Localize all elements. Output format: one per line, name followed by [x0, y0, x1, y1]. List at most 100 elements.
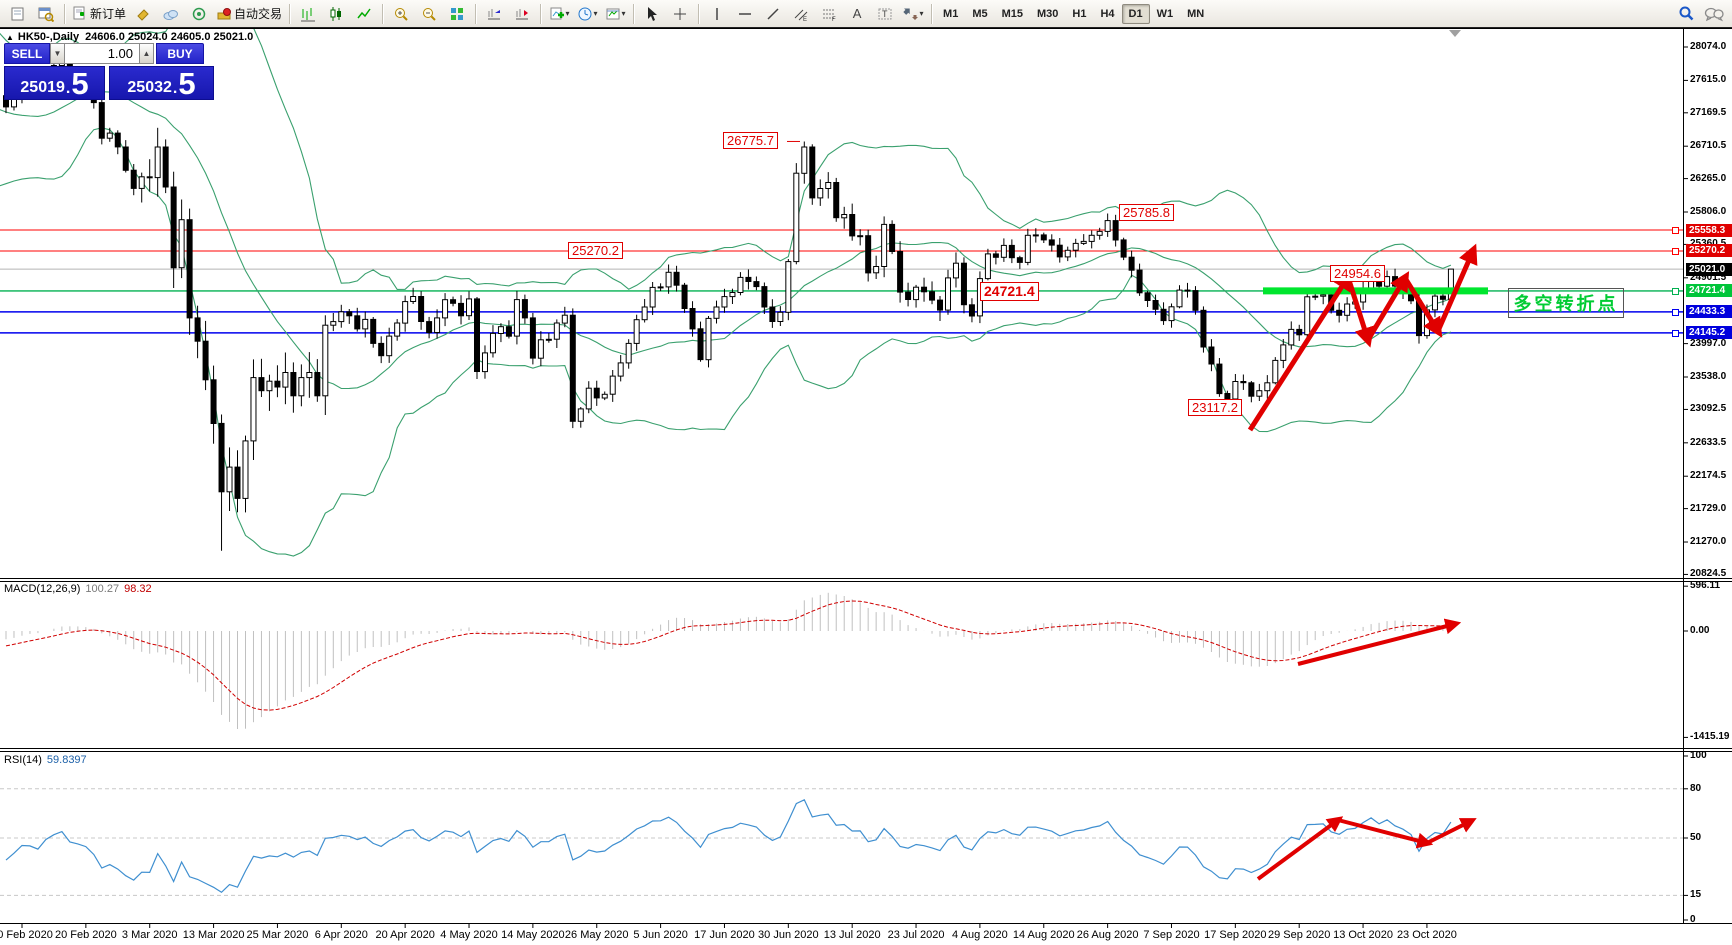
lot-decrease-button[interactable]: ▼ [50, 43, 65, 64]
trade-buttons-row: SELL ▼ 1.00 ▲ BUY [4, 43, 216, 64]
rsi-value: 59.8397 [46, 754, 87, 766]
bar-chart-button[interactable] [294, 2, 322, 26]
line-handle[interactable] [1672, 329, 1679, 337]
timeframe-m30[interactable]: M30 [1037, 7, 1059, 20]
price-axis-tick: 20824.5 [1690, 568, 1727, 580]
price-text-label[interactable]: 26775.7 [723, 132, 778, 150]
text-tool-button[interactable]: A [852, 6, 862, 21]
rsi-pane-label: RSI(14) 59.8397 [4, 754, 87, 766]
symbol-period-label: HK50-,Daily [17, 31, 80, 43]
line-handle[interactable] [1672, 287, 1679, 295]
buy-quote-panel[interactable]: 25032. 5 [109, 66, 214, 100]
chart-shift-icon [516, 8, 529, 19]
arrows-tool-button[interactable]: ▾ [899, 2, 927, 26]
zoom-out-button[interactable] [415, 2, 443, 26]
crosshair-icon [674, 7, 687, 20]
date-axis-label: 13 Mar 2020 [182, 929, 245, 941]
timeframe-h4[interactable]: H4 [1100, 7, 1115, 20]
new-order-button[interactable]: 新订单 [69, 2, 129, 26]
line-chart-button[interactable] [350, 2, 378, 26]
chart-profile-button[interactable] [32, 2, 60, 26]
macd-main-value: 100.27 [85, 583, 120, 595]
price-axis-tick: 25806.0 [1690, 206, 1727, 217]
price-axis-tick: 23538.0 [1690, 371, 1727, 382]
vertical-line-tool-button[interactable] [703, 2, 731, 26]
svg-text:E: E [803, 17, 807, 22]
date-axis-label: 23 Oct 2020 [1396, 929, 1457, 941]
price-text-label[interactable]: 25785.8 [1119, 204, 1174, 222]
rsi-axis-tick: 15 [1690, 889, 1702, 901]
price-text-label[interactable]: 24721.4 [980, 281, 1039, 301]
dropdown-caret-icon: ▾ [621, 9, 626, 18]
date-axis-label: 30 Jun 2020 [758, 929, 819, 941]
price-text-label[interactable]: 23117.2 [1188, 398, 1243, 416]
lot-increase-button[interactable]: ▲ [139, 43, 154, 64]
macd-axis-tick: 0.00 [1690, 625, 1710, 636]
trendline-tool-button[interactable] [759, 2, 787, 26]
timeframe-m1[interactable]: M1 [943, 7, 959, 20]
timeframe-m15[interactable]: M15 [1001, 7, 1023, 20]
timeframe-w1[interactable]: W1 [1156, 7, 1174, 20]
lot-size-input[interactable]: 1.00 [65, 43, 139, 64]
toolbar-divider [931, 3, 933, 24]
crosshair-tool-button[interactable] [666, 2, 694, 26]
channel-tool-button[interactable]: E [787, 2, 815, 26]
line-handle[interactable] [1672, 227, 1679, 235]
sell-button[interactable]: SELL [4, 43, 50, 64]
main-toolbar: 新订单 自动交易 ▾ ▾ [0, 0, 1732, 28]
new-chart-button[interactable] [4, 2, 32, 26]
macd-label: MACD(12,26,9) [4, 583, 81, 595]
timeframe-d1[interactable]: D1 [1121, 3, 1150, 24]
price-axis-tick: 23092.5 [1690, 403, 1727, 415]
toolbar-divider [64, 3, 65, 24]
toolbar-divider [475, 3, 477, 24]
price-text-label[interactable]: 25270.2 [568, 241, 623, 259]
search-button[interactable] [1672, 2, 1700, 26]
date-axis-label: 4 Aug 2020 [952, 929, 1008, 941]
date-axis-label: 23 Jul 2020 [887, 929, 945, 941]
price-text-label[interactable]: 24954.6 [1330, 264, 1385, 282]
date-axis-label: 10 Feb 2020 [0, 929, 53, 941]
autotrade-button[interactable]: 自动交易 [213, 2, 285, 26]
buy-button[interactable]: BUY [156, 43, 204, 64]
collapse-panel-icon[interactable]: ▲ [6, 33, 14, 42]
date-axis-label: 13 Oct 2020 [1333, 929, 1394, 941]
turning-point-annotation[interactable]: 多空转折点 [1508, 288, 1624, 318]
price-line-badge: 24433.3 [1686, 305, 1732, 319]
sell-quote-panel[interactable]: 25019. 5 [4, 66, 105, 100]
buy-price: 25032 [127, 79, 172, 96]
templates-button[interactable]: ▾ [601, 2, 629, 26]
candlestick-chart-button[interactable] [322, 2, 350, 26]
cloud-button[interactable] [157, 2, 185, 26]
date-axis-label: 6 Apr 2020 [314, 929, 368, 941]
cursor-tool-button[interactable] [638, 2, 666, 26]
price-axis-tick: 21270.0 [1690, 536, 1727, 548]
horizontal-line-tool-button[interactable] [731, 2, 759, 26]
zoom-in-button[interactable] [387, 2, 415, 26]
macd-pane-label: MACD(12,26,9) 100.27 98.32 [4, 583, 152, 595]
date-axis-label: 20 Apr 2020 [375, 929, 435, 941]
chart-shift-button[interactable] [508, 2, 536, 26]
line-handle[interactable] [1672, 247, 1679, 255]
sound-button[interactable] [185, 2, 213, 26]
eraser-button[interactable] [129, 2, 157, 26]
timeframe-m5[interactable]: M5 [972, 7, 988, 20]
price-line-badge: 24145.2 [1686, 326, 1732, 340]
price-line-badge: 25558.3 [1686, 223, 1732, 237]
periods-button[interactable]: ▾ [573, 2, 601, 26]
indicators-button[interactable]: ▾ [545, 2, 573, 26]
price-axis-tick: 26265.0 [1690, 172, 1727, 184]
text-label-tool-button[interactable]: T [871, 2, 899, 26]
timeframe-mn[interactable]: MN [1187, 7, 1205, 20]
tile-windows-button[interactable] [443, 2, 471, 26]
date-axis-label: 5 Jun 2020 [633, 929, 688, 941]
autotrade-label: 自动交易 [234, 7, 283, 21]
chat-button[interactable] [1700, 2, 1728, 26]
dropdown-caret-icon: ▾ [593, 9, 598, 18]
price-line-badge: 25021.0 [1686, 262, 1732, 276]
fibonacci-tool-button[interactable]: F [815, 2, 843, 26]
line-handle[interactable] [1672, 308, 1679, 316]
auto-scroll-button[interactable] [480, 2, 508, 26]
timeframe-h1[interactable]: H1 [1072, 7, 1087, 20]
